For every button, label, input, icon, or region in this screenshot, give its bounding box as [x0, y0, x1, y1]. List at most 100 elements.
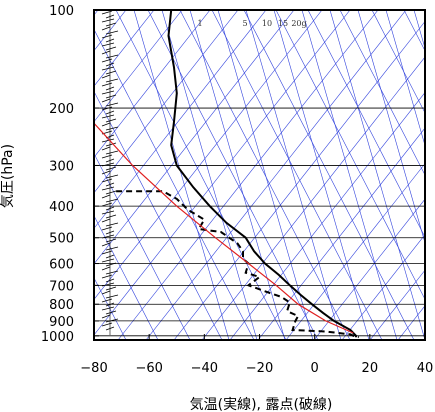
wind-barb: [105, 126, 119, 131]
wind-barb: [105, 158, 115, 163]
y-tick-label: 800: [49, 298, 74, 313]
wind-barb: [101, 322, 113, 327]
wind-barb: [105, 150, 119, 155]
wind-barb: [105, 190, 117, 195]
x-tick-label: −80: [80, 361, 107, 376]
mixing-line: [385, 10, 425, 147]
y-tick-label: 700: [49, 279, 74, 294]
isotherm-line: [94, 10, 295, 265]
wind-barb: [101, 122, 111, 127]
wind-barb: [101, 194, 111, 199]
wind-barb: [105, 318, 119, 323]
parcel-line: [94, 122, 354, 334]
wind-barb: [101, 282, 115, 287]
wind-barb: [105, 166, 117, 171]
wind-barb: [105, 30, 119, 35]
x-tick-label: 20: [362, 361, 379, 376]
mixing-ratio-label: 5: [242, 19, 247, 28]
wind-barb: [101, 298, 113, 303]
wind-barb: [101, 290, 111, 295]
y-tick-label: 300: [49, 159, 74, 174]
adiabat-line: [243, 10, 415, 340]
wind-barb: [101, 50, 111, 55]
y-axis-title: 気圧(hPa): [0, 144, 16, 208]
mixing-line: [133, 10, 230, 340]
wind-barb: [105, 14, 115, 19]
isotherm-line: [397, 305, 425, 340]
mixing-line: [357, 10, 425, 244]
adiabat-line: [94, 215, 159, 340]
wind-barb: [105, 246, 119, 251]
isotherm-line: [94, 10, 239, 194]
y-tick-label: 900: [49, 315, 74, 330]
profile-series: [94, 10, 360, 339]
wind-barb: [105, 86, 115, 91]
wind-barb: [101, 178, 113, 183]
mixing-line: [301, 10, 398, 340]
wind-barb: [105, 278, 115, 283]
wind-barb: [105, 214, 117, 219]
y-tick-label: 500: [49, 232, 74, 247]
mixing-ratio-label: 15: [278, 19, 288, 28]
wind-barb: [101, 226, 113, 231]
wind-barb: [105, 38, 115, 43]
wind-barb: [101, 250, 113, 255]
x-axis-ticks: −80 −60 −40 −20 0 20 40: [80, 334, 433, 376]
wind-barb: [101, 170, 111, 175]
wind-barb: [101, 210, 115, 215]
isotherm-line: [285, 163, 425, 340]
wind-barb: [101, 258, 115, 263]
isotherm-line: [94, 10, 155, 87]
wind-barb: [101, 146, 111, 151]
isotherm-line: [173, 20, 425, 340]
x-tick-label: −40: [191, 361, 218, 376]
wind-barb: [101, 314, 111, 319]
x-tick-label: −20: [246, 361, 273, 376]
wind-barb: [105, 78, 119, 83]
wind-barb: [101, 98, 111, 103]
wind-barb: [105, 302, 115, 307]
mixing-line: [273, 10, 370, 340]
mixing-line: [161, 10, 258, 340]
wind-barb: [105, 222, 119, 227]
wind-barb: [101, 242, 111, 247]
x-tick-label: 0: [311, 361, 319, 376]
wind-barb: [101, 114, 115, 119]
isotherm-line: [94, 10, 267, 229]
wind-barb: [105, 118, 117, 123]
mixing-ratio-label: 20g: [291, 19, 306, 28]
wind-barb: [101, 26, 111, 31]
wind-barb: [101, 66, 115, 71]
mixing-ratio-label: 1: [197, 19, 202, 28]
wind-barb: [105, 262, 117, 267]
wind-barb: [105, 206, 115, 211]
wind-barb: [105, 54, 119, 59]
wind-barb: [105, 70, 117, 75]
adiabat-line: [275, 10, 425, 300]
wind-barb: [101, 266, 111, 271]
wind-barb: [105, 254, 115, 259]
isotherm-line: [257, 127, 425, 340]
wind-barb: [105, 230, 115, 235]
wind-barbs: [101, 10, 119, 335]
adiabat-line: [94, 90, 223, 340]
isotherm-line: [94, 10, 183, 123]
wind-barb: [105, 94, 117, 99]
adiabat-line: [307, 10, 425, 238]
wind-barb: [101, 106, 113, 111]
wind-barb: [101, 18, 115, 23]
isotherm-line: [94, 10, 351, 336]
dewpoint-line: [116, 190, 360, 339]
wind-barb: [105, 238, 117, 243]
mixing-ratio-labels: 1 5 10 15 20g: [197, 19, 306, 28]
isotherm-line: [426, 10, 435, 340]
wind-barb: [101, 306, 115, 311]
adiabat-line: [339, 10, 425, 176]
wind-barb: [101, 82, 113, 87]
wind-barb: [105, 182, 115, 187]
wind-barb: [105, 294, 119, 299]
y-tick-label: 400: [49, 200, 74, 215]
mixing-ratio-label: 10: [262, 19, 272, 28]
